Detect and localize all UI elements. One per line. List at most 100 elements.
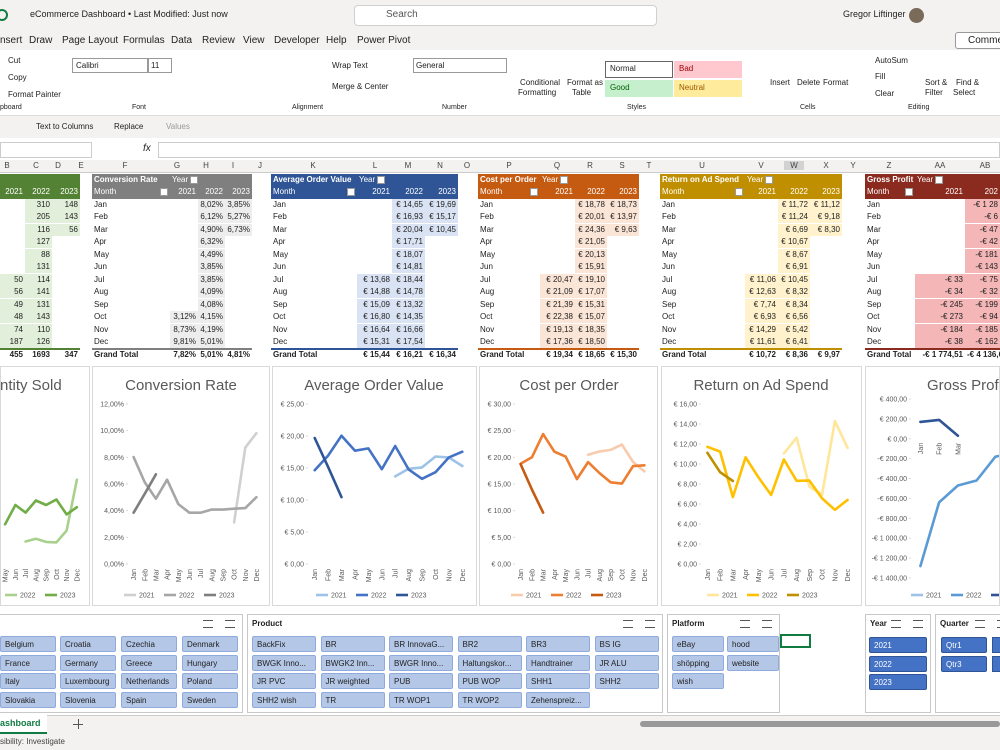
slicer-button[interactable]: SHH1 (526, 673, 590, 689)
slicer-button[interactable]: TR (320, 692, 385, 708)
slicer-button[interactable]: JR PVC (252, 673, 316, 689)
slicer-icon[interactable] (762, 620, 772, 628)
ribbon-label[interactable]: Table (572, 88, 592, 97)
formula-input[interactable] (158, 142, 1000, 158)
menu-item[interactable]: Developer (274, 35, 320, 46)
slicer-button[interactable]: Slovakia (0, 692, 56, 708)
filter-button[interactable] (560, 176, 568, 184)
filter-button[interactable] (935, 176, 943, 184)
ribbon-label[interactable]: Delete (797, 78, 821, 87)
slicer-button[interactable]: JR ALU (594, 655, 659, 671)
slicer-button[interactable]: BR InnovaG... (389, 636, 453, 652)
ribbon-label[interactable]: AutoSum (875, 56, 908, 65)
ribbon-label[interactable]: Clear (875, 89, 895, 98)
font-box[interactable] (72, 58, 148, 73)
slicer-button[interactable]: Handtrainer (526, 655, 590, 671)
ribbon-label[interactable]: Cut (8, 56, 21, 65)
menu-item[interactable]: Draw (29, 35, 53, 46)
slicer-icon[interactable] (997, 620, 1000, 628)
sheet-tab-label[interactable]: ashboard (0, 718, 41, 728)
slicer-button[interactable]: hood (727, 636, 779, 652)
slicer-button[interactable] (992, 656, 1000, 672)
slicer-icon[interactable] (623, 620, 633, 628)
style-normal[interactable] (605, 61, 673, 78)
filter-button[interactable] (905, 188, 913, 197)
ribbon-label[interactable]: Calibri (76, 61, 99, 70)
slicer-button[interactable]: BWGK Inno... (252, 655, 316, 671)
slicer-button[interactable]: 2022 (869, 656, 927, 672)
slicer-button[interactable]: 2021 (869, 637, 927, 653)
slicer-button[interactable]: Qtr1 (941, 637, 987, 653)
slicer-button[interactable]: BWGR Inno... (389, 655, 453, 671)
slicer-button[interactable]: TR WOP1 (389, 692, 453, 708)
style-neutral[interactable] (674, 80, 742, 97)
filter-label[interactable]: Year (747, 175, 764, 184)
style-good[interactable] (605, 80, 673, 97)
slicer-button[interactable]: Czechia (121, 636, 177, 652)
menu-item[interactable]: Power Pivot (357, 35, 411, 46)
slicer-button[interactable]: Sweden (182, 692, 238, 708)
slicer-button[interactable]: Italy (0, 673, 56, 689)
ribbon-label[interactable]: Fill (875, 72, 886, 81)
ribbon-label[interactable]: Insert (770, 78, 791, 87)
slicer-button[interactable]: Zehenspreiz... (526, 692, 590, 708)
slicer-button[interactable]: Haltungskor... (457, 655, 522, 671)
ribbon-label[interactable]: 11 (151, 61, 160, 70)
ribbon-label[interactable]: Find & (956, 78, 980, 87)
ribbon-label[interactable]: Merge & Center (332, 82, 389, 91)
slicer-button[interactable]: Denmark (182, 636, 238, 652)
slicer-button[interactable]: Germany (60, 655, 116, 671)
search-box[interactable] (354, 5, 657, 26)
ribbon-label[interactable]: Wrap Text (332, 61, 368, 70)
slicer-button[interactable]: BR (320, 636, 385, 652)
comments-button[interactable] (955, 32, 1000, 49)
menu-item[interactable]: View (243, 35, 265, 46)
slicer-button[interactable]: wish (672, 673, 724, 689)
filter-button[interactable] (765, 176, 773, 184)
slicer-button[interactable]: Belgium (0, 636, 56, 652)
slicer-button[interactable]: BWGK2 Inn... (320, 655, 385, 671)
filter-button[interactable] (347, 188, 355, 197)
ribbon-label[interactable]: Format Painter (8, 90, 61, 99)
slicer-button[interactable]: BR3 (526, 636, 590, 652)
filter-label[interactable]: Year (542, 175, 559, 184)
add-sheet[interactable] (72, 718, 84, 730)
menu-item[interactable]: Data (171, 35, 193, 46)
slicer-button[interactable]: JR weighted (320, 673, 385, 689)
sheet-tab[interactable] (0, 715, 47, 734)
slicer-button[interactable]: shöpping (672, 655, 724, 671)
slicer-button[interactable] (992, 637, 1000, 653)
ribbon-label[interactable]: Format as (567, 78, 604, 87)
avatar[interactable] (909, 8, 924, 23)
ribbon-label[interactable]: Filter (925, 88, 943, 97)
ribbon-label[interactable]: Select (953, 88, 976, 97)
slicer-icon[interactable] (740, 620, 750, 628)
slicer-button[interactable]: Luxembourg (60, 673, 116, 689)
filter-button[interactable] (190, 176, 198, 184)
slicer-icon[interactable] (645, 620, 655, 628)
slicer-button[interactable]: SHH2 (594, 673, 659, 689)
ribbon-label[interactable]: Values (166, 122, 190, 131)
menu-item[interactable]: Page Layout (62, 35, 119, 46)
menu-item[interactable]: nsert (0, 35, 23, 46)
slicer-icon[interactable] (975, 620, 985, 628)
menu-item[interactable]: Help (326, 35, 347, 46)
ribbon-label[interactable]: Formatting (518, 88, 557, 97)
filter-button[interactable] (735, 188, 743, 197)
ribbon-label[interactable]: Normal (610, 64, 636, 73)
ribbon-label[interactable]: Conditional (520, 78, 561, 87)
slicer-button[interactable]: BR2 (457, 636, 522, 652)
ribbon-label[interactable]: Sort & (925, 78, 948, 87)
slicer-button[interactable]: Slovenia (60, 692, 116, 708)
slicer-button[interactable]: TR WOP2 (457, 692, 522, 708)
slicer-button[interactable]: Spain (121, 692, 177, 708)
ribbon-label[interactable]: Format (823, 78, 849, 87)
slicer-icon[interactable] (913, 620, 923, 628)
slicer-button[interactable]: PUB WOP (457, 673, 522, 689)
style-bad[interactable] (674, 61, 742, 78)
ribbon-label[interactable]: Neutral (679, 83, 705, 92)
ribbon-label[interactable]: Good (610, 83, 630, 92)
slicer-button[interactable]: PUB (389, 673, 453, 689)
slicer-icon[interactable] (225, 620, 235, 628)
slicer-icon[interactable] (891, 620, 901, 628)
